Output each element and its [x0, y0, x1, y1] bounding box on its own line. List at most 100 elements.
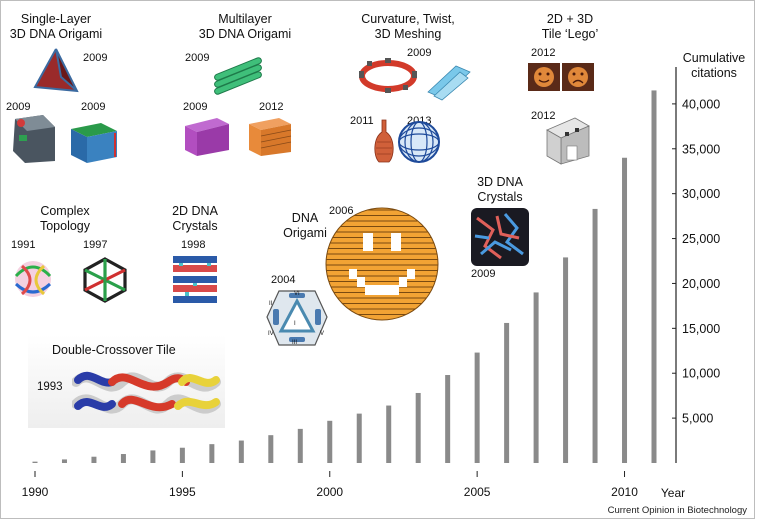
octa-face-ii: II	[269, 301, 273, 307]
bar-2010	[622, 157, 628, 463]
dna-origami-year-smiley: 2006	[329, 205, 354, 217]
smiley-origami-image	[325, 207, 439, 321]
y-tick-label-10000: 10,000	[682, 367, 720, 381]
bar-1992	[91, 456, 97, 463]
single-layer-year-tetra: 2009	[83, 52, 108, 64]
single-layer-title: Single-Layer 3D DNA Origami	[0, 12, 112, 42]
bar-1999	[297, 428, 303, 463]
y-tick-label-30000: 30,000	[682, 187, 720, 201]
bar-2007	[533, 292, 539, 463]
dna-crystals-3d-title-line1: 3D DNA	[477, 175, 523, 189]
x-tick-label-1990: 1990	[22, 485, 49, 499]
tetrahedron-image	[33, 48, 79, 93]
x-tick-label-2000: 2000	[316, 485, 343, 499]
complex-topology-title-line1: Complex	[40, 204, 90, 218]
bar-2008	[563, 257, 569, 463]
dna-origami-title-line2: Origami	[283, 226, 327, 240]
bar-2006	[504, 322, 510, 463]
dna-origami-title-line1: DNA	[291, 211, 319, 225]
bar-2000	[327, 420, 333, 463]
bar-2001	[356, 413, 362, 463]
mesh-sphere-image	[398, 121, 440, 163]
multilayer-title: Multilayer 3D DNA Origami	[185, 12, 305, 42]
twisted-ribbon-image	[427, 65, 471, 101]
octa-face-v: V	[320, 331, 325, 337]
bar-2011	[651, 90, 657, 463]
bar-1995	[179, 447, 185, 463]
dna-crystals-2d-title-line2: Crystals	[172, 219, 218, 233]
multilayer-year-orange: 2012	[259, 101, 284, 113]
bar-1994	[150, 450, 156, 463]
dna-origami-title: DNA Origami	[280, 211, 330, 241]
dna-crystals-3d-title-line2: Crystals	[477, 190, 523, 204]
octa-face-vi: VI	[294, 291, 300, 297]
curvature-year-vase: 2011	[350, 115, 374, 127]
bar-1996	[209, 444, 215, 463]
multilayer-title-line1: Multilayer	[218, 12, 272, 26]
helix-bundle-image	[214, 57, 262, 95]
curvature-title-line1: Curvature, Twist,	[361, 12, 455, 26]
bar-2003	[415, 392, 421, 463]
bar-2009	[592, 208, 598, 463]
dna-origami-year-octahedron: 2004	[271, 274, 296, 286]
x-axis-title: Year	[660, 486, 686, 500]
bar-2005	[474, 352, 480, 463]
tile-lego-title-line1: 2D + 3D	[546, 12, 594, 26]
journal-credit: Current Opinion in Biotechnology	[607, 505, 747, 516]
octa-face-iv: IV	[268, 331, 274, 337]
tile-lego-title: 2D + 3D Tile ‘Lego’	[535, 12, 605, 42]
octa-face-iii: III	[292, 340, 298, 346]
multilayer-title-line2: 3D DNA Origami	[198, 27, 292, 41]
dna-box-image	[13, 115, 55, 163]
dna-crystals-2d-title-line1: 2D DNA	[172, 204, 218, 218]
tile-lego-year-faces: 2012	[531, 47, 556, 59]
double-crossover-year: 1993	[37, 381, 63, 393]
curvature-title-line2: 3D Meshing	[374, 27, 442, 41]
multilayer-year-purple: 2009	[183, 101, 208, 113]
tile-lego-title-line2: Tile ‘Lego’	[541, 27, 599, 41]
3d-crystal-image	[471, 208, 529, 266]
lego-arch-image	[546, 117, 590, 165]
complex-topology-year-1997: 1997	[83, 239, 108, 251]
tile-lego-year-3d: 2012	[531, 110, 556, 122]
gear-ring-image	[359, 58, 417, 93]
single-layer-title-line1: Single-Layer	[20, 12, 92, 26]
bar-1990	[32, 461, 38, 463]
complex-topology-title: Complex Topology	[30, 204, 100, 234]
single-layer-year-box: 2009	[6, 101, 31, 113]
bar-2002	[386, 405, 392, 463]
purple-block-image	[185, 118, 229, 156]
bar-1997	[238, 440, 244, 463]
dna-crystals-2d-year: 1998	[181, 239, 206, 251]
curvature-title: Curvature, Twist, 3D Meshing	[350, 12, 466, 42]
orange-block-image	[249, 118, 292, 156]
dna-cube-image	[71, 123, 117, 163]
y-axis-title: Cumulative citations	[679, 51, 749, 81]
dna-crystals-3d-title: 3D DNA Crystals	[468, 175, 532, 205]
y-tick-label-15000: 15,000	[682, 322, 720, 336]
bar-1993	[120, 454, 126, 463]
single-layer-year-cube: 2009	[81, 101, 106, 113]
y-axis: 5,000 10,000 15,000 20,000 25,000 30,000 35,00…	[672, 67, 720, 463]
x-tick-label-1995: 1995	[169, 485, 196, 499]
x-tick-label-2010: 2010	[611, 485, 638, 499]
y-axis-title-line2: citations	[691, 66, 737, 80]
dna-cube-knot-image	[14, 261, 52, 297]
happy-sad-faces-image	[528, 63, 594, 91]
x-axis: 1990 1995 2000 2005 2010	[22, 471, 638, 499]
double-crossover-helix-image	[72, 371, 221, 414]
bars-group	[32, 90, 657, 463]
y-tick-label-35000: 35,000	[682, 142, 720, 156]
curvature-year-gears: 2009	[407, 47, 432, 59]
y-tick-label-25000: 25,000	[682, 232, 720, 246]
complex-topology-year-1991: 1991	[11, 239, 36, 251]
complex-topology-title-line2: Topology	[39, 219, 91, 233]
multilayer-year-tubes: 2009	[185, 52, 210, 64]
y-tick-label-40000: 40,000	[682, 97, 720, 111]
double-crossover-title: Double-Crossover Tile	[52, 343, 176, 357]
single-layer-title-line2: 3D DNA Origami	[9, 27, 103, 41]
bar-2004	[445, 375, 451, 463]
borromean-rings-image	[83, 257, 127, 303]
